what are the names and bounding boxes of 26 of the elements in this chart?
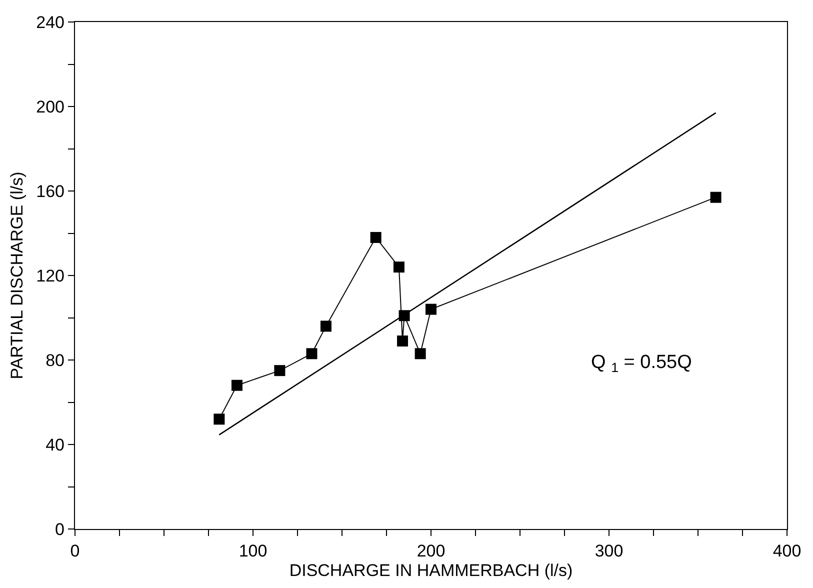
y-tick-label: 80 [46, 350, 64, 370]
y-tick-label: 0 [55, 520, 64, 539]
y-tick-label: 160 [36, 182, 64, 201]
x-tick-label: 300 [594, 542, 624, 560]
annotation: Q $_{1}$ = 0.55Q [591, 352, 692, 375]
x-axis-title: DISCHARGE IN HAMMERBACH (l/s) [289, 560, 573, 580]
y-tick-label: 120 [36, 266, 64, 286]
point [231, 380, 242, 391]
point [370, 232, 382, 243]
point [397, 335, 408, 346]
point [426, 304, 436, 315]
x-tick-label: 0 [70, 542, 80, 560]
x-tick-label: 400 [772, 542, 802, 560]
point [214, 414, 225, 425]
y-tick-label: 240 [36, 12, 64, 32]
point [414, 348, 426, 360]
point [710, 192, 722, 203]
x-tick-label: 200 [416, 542, 446, 560]
y-tick-label: 40 [46, 435, 64, 454]
point [274, 365, 286, 376]
y-axis-title: PARTIAL DISCHARGE (l/s) [8, 172, 27, 380]
point [306, 348, 318, 360]
point [393, 262, 404, 273]
point [320, 320, 332, 332]
x-tick-label: 100 [238, 542, 268, 560]
y-tick-label: 200 [36, 97, 64, 116]
